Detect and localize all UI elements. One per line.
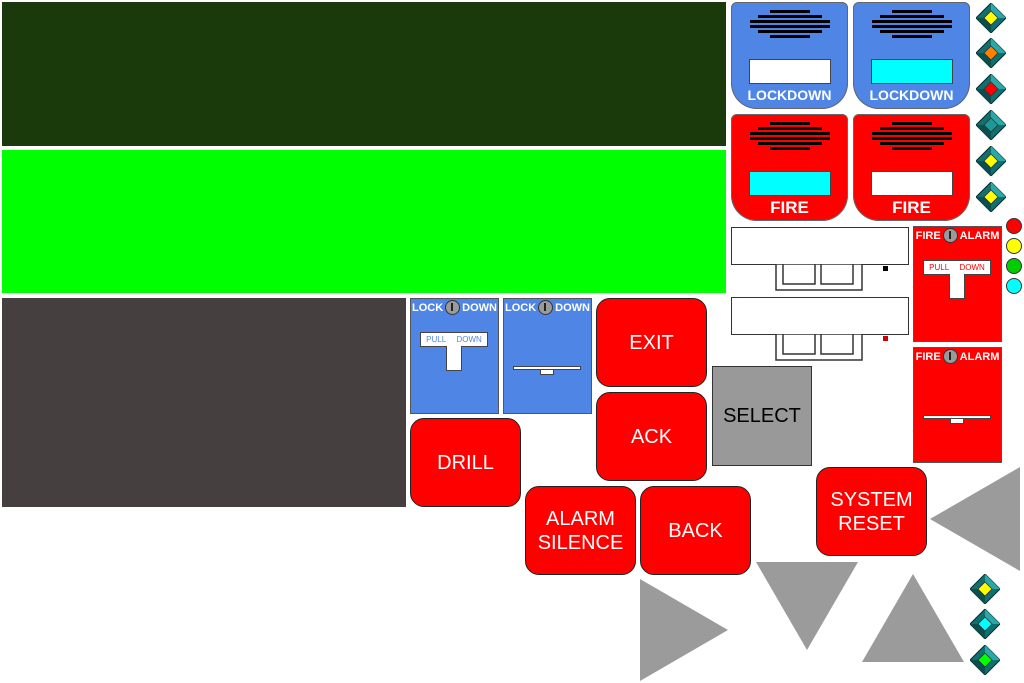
pull-station-header: LOCK DOWN [412, 300, 497, 315]
gem-indicator-icon [976, 110, 1006, 140]
status-frame-1 [731, 227, 909, 265]
gem-indicator-icon [970, 645, 1000, 675]
pull-handle[interactable]: PULL DOWN [923, 260, 991, 275]
lockdown-strobe-1[interactable]: LOCKDOWN [731, 2, 848, 109]
alarm-silence-button[interactable]: ALARM SILENCE [525, 486, 636, 575]
lockdown-strobe-2[interactable]: LOCKDOWN [853, 2, 970, 109]
lockdown-pull-station-1[interactable]: LOCK DOWN PULL DOWN [410, 298, 499, 414]
gem-indicator-icon [976, 146, 1006, 176]
fire-strobe-2[interactable]: FIRE [853, 114, 970, 221]
ack-button[interactable]: ACK [596, 392, 707, 481]
red-led-icon [1006, 218, 1022, 234]
pulled-lever-tab [950, 418, 964, 424]
gem-indicator-icon [970, 609, 1000, 639]
strobe-lens [749, 171, 831, 196]
speaker-grille-icon [869, 122, 954, 162]
fire-alarm-pull-station-2[interactable]: FIRE ALARM [913, 347, 1002, 463]
pull-handle-stem [949, 274, 965, 299]
cyan-led-icon [1006, 278, 1022, 294]
gem-indicator-icon [976, 182, 1006, 212]
speaker-grille-icon [869, 10, 954, 50]
gem-indicator-icon [976, 3, 1006, 33]
key-switch-icon [942, 349, 958, 364]
display-panel-dark-green [2, 2, 726, 146]
strobe-lens [871, 59, 953, 84]
left-arrow-icon[interactable] [930, 467, 1020, 571]
system-reset-line2: RESET [838, 512, 905, 535]
strobe-caption: FIRE [892, 198, 931, 217]
right-arrow-icon[interactable] [640, 579, 728, 681]
display-panel-dark-gray [2, 298, 406, 507]
pull-handle-stem [446, 346, 462, 371]
pull-station-header: LOCK DOWN [505, 300, 590, 315]
pulled-lever-tab [540, 369, 554, 375]
exit-button[interactable]: EXIT [596, 298, 707, 387]
up-arrow-icon[interactable] [862, 574, 964, 662]
gem-indicator-icon [976, 74, 1006, 104]
pull-handle[interactable]: PULL DOWN [420, 332, 488, 347]
gem-indicator-icon [970, 574, 1000, 604]
yellow-led-icon [1006, 238, 1022, 254]
strobe-caption: LOCKDOWN [869, 87, 954, 103]
frame-base-1 [775, 264, 888, 291]
key-switch-icon [538, 300, 554, 315]
select-button[interactable]: SELECT [712, 366, 812, 466]
strobe-lens [871, 171, 953, 196]
key-switch-icon [942, 228, 958, 243]
back-button[interactable]: BACK [640, 486, 751, 575]
speaker-grille-icon [747, 122, 832, 162]
strobe-caption: FIRE [770, 198, 809, 217]
system-reset-button[interactable]: SYSTEM RESET [816, 467, 927, 556]
display-panel-bright-green [2, 150, 726, 293]
frame-base-2 [775, 334, 888, 361]
pull-station-header: FIRE ALARM [915, 349, 1000, 364]
drill-button[interactable]: DRILL [410, 418, 521, 507]
system-reset-line1: SYSTEM [830, 488, 913, 511]
fire-alarm-pull-station-1[interactable]: FIRE ALARM PULL DOWN [913, 226, 1002, 342]
key-switch-icon [445, 300, 461, 315]
green-led-icon [1006, 258, 1022, 274]
down-arrow-icon[interactable] [756, 562, 858, 650]
strobe-lens [749, 59, 831, 84]
fire-strobe-1[interactable]: FIRE [731, 114, 848, 221]
pull-station-header: FIRE ALARM [915, 228, 1000, 243]
speaker-grille-icon [747, 10, 832, 50]
alarm-silence-line2: SILENCE [537, 531, 624, 554]
strobe-caption: LOCKDOWN [747, 87, 832, 103]
status-frame-2 [731, 297, 909, 335]
alarm-silence-line1: ALARM [546, 507, 615, 530]
gem-indicator-icon [976, 38, 1006, 68]
lockdown-pull-station-2[interactable]: LOCK DOWN [503, 298, 592, 414]
